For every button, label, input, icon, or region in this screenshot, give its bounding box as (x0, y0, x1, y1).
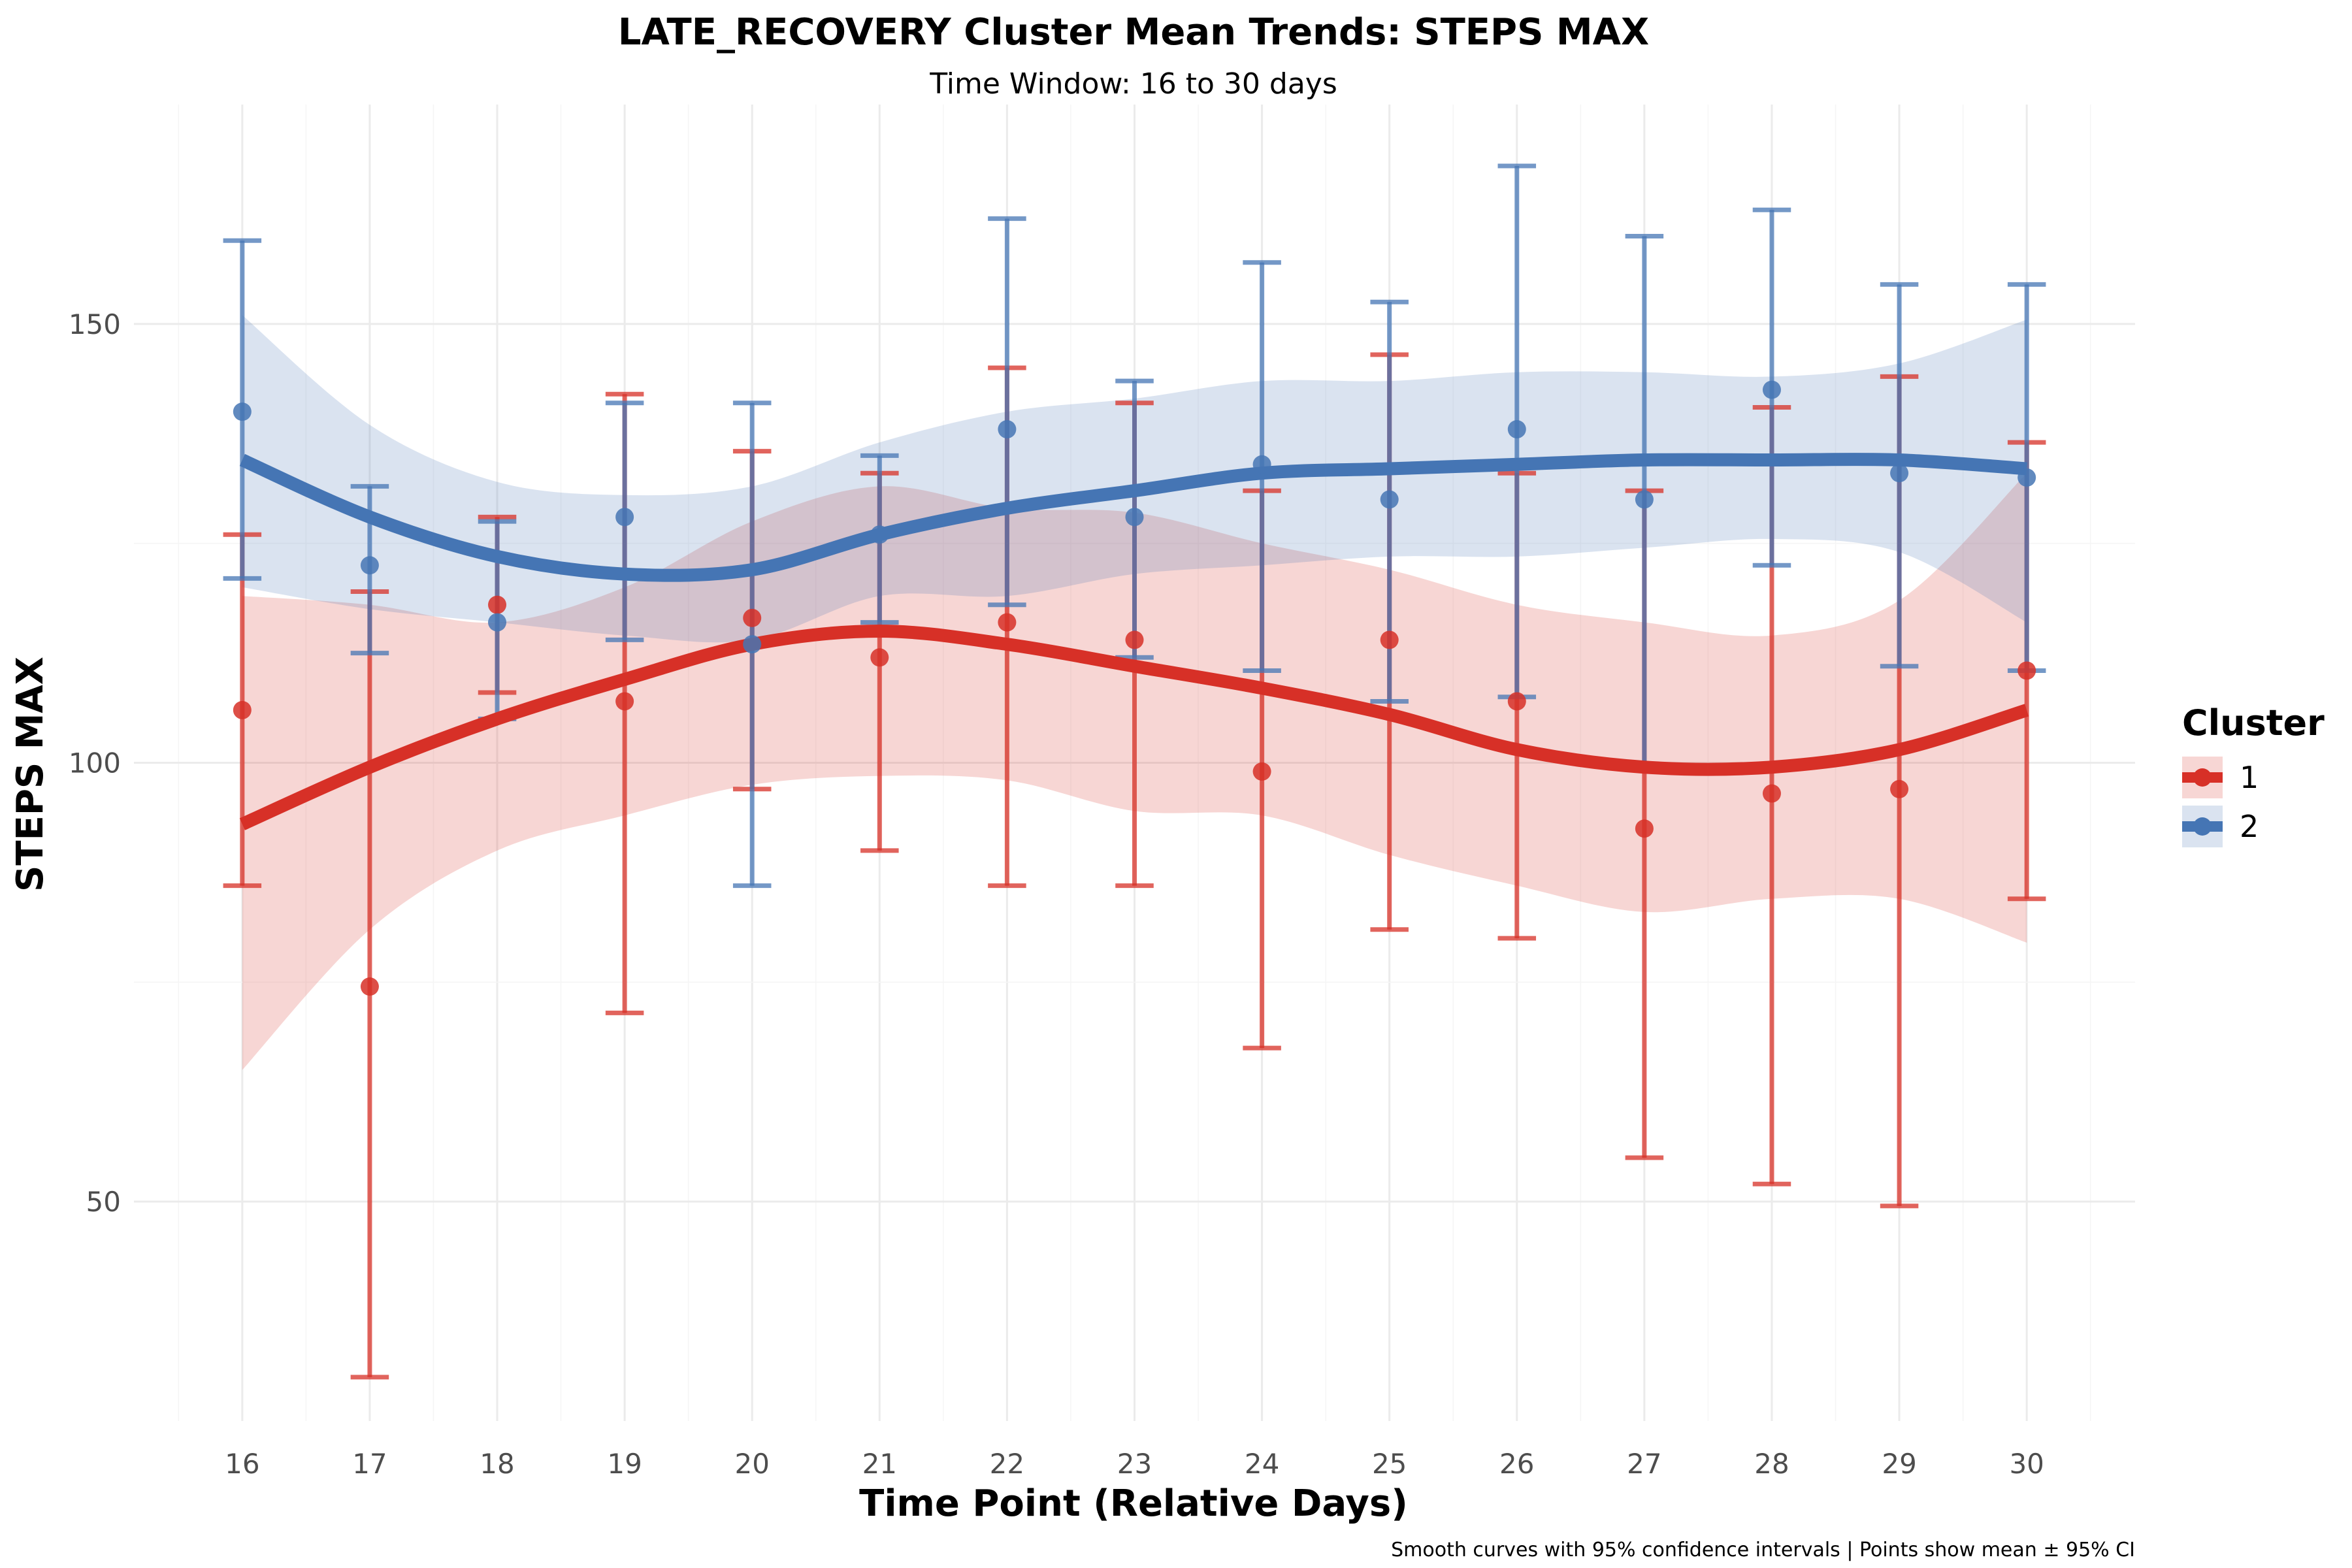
smooth-curves (239, 453, 2029, 830)
mean-point-cluster-1 (1380, 630, 1399, 649)
x-axis-title: Time Point (Relative Days) (859, 1482, 1408, 1525)
mean-point-cluster-2 (233, 402, 252, 421)
y-axis-title: STEPS MAX (9, 657, 52, 892)
x-tick-label: 25 (1372, 1448, 1407, 1480)
x-tick-label: 19 (607, 1448, 642, 1480)
x-tick-label: 26 (1499, 1448, 1534, 1480)
mean-point-cluster-2 (870, 525, 889, 544)
mean-point-cluster-1 (1507, 692, 1526, 711)
x-tick-label: 20 (734, 1448, 769, 1480)
x-tick-labels: 16 17 18 19 20 21 22 23 24 25 26 27 28 29 30 (225, 1448, 2044, 1480)
legend-key-point (2193, 768, 2212, 787)
mean-point-cluster-1 (615, 692, 634, 711)
chart-caption: Smooth curves with 95% confidence interv… (1391, 1539, 2135, 1561)
legend-item-cluster-2: 2 (2182, 806, 2259, 847)
x-tick-label: 29 (1882, 1448, 1916, 1480)
x-tick-label: 30 (2009, 1448, 2044, 1480)
mean-point-cluster-2 (1380, 490, 1399, 509)
mean-point-cluster-1 (488, 595, 507, 614)
chart-title: LATE_RECOVERY Cluster Mean Trends: STEPS… (618, 11, 1649, 54)
mean-point-cluster-1 (2017, 661, 2036, 680)
legend-key-point (2193, 817, 2212, 836)
error-bar-cluster-2 (988, 216, 1026, 608)
mean-point-cluster-2 (615, 508, 634, 527)
y-tick-label: 150 (69, 308, 121, 340)
x-tick-label: 18 (480, 1448, 514, 1480)
mean-point-cluster-2 (1507, 420, 1526, 439)
x-tick-label: 24 (1245, 1448, 1279, 1480)
mean-points (233, 380, 2036, 996)
mean-point-cluster-2 (488, 613, 507, 632)
y-tick-label: 50 (86, 1186, 121, 1218)
smooth-line-cluster-2 (239, 453, 2027, 582)
legend-label: 1 (2240, 760, 2259, 795)
mean-point-cluster-2 (998, 420, 1017, 439)
mean-point-cluster-2 (743, 635, 762, 654)
legend-item-cluster-1: 1 (2182, 757, 2259, 798)
mean-point-cluster-2 (1125, 508, 1144, 527)
legend-label: 2 (2240, 809, 2259, 844)
legend-title: Cluster (2182, 702, 2325, 743)
x-tick-label: 27 (1627, 1448, 1661, 1480)
mean-point-cluster-1 (1252, 762, 1271, 781)
x-tick-label: 28 (1754, 1448, 1789, 1480)
mean-point-cluster-2 (360, 556, 379, 575)
y-tick-label: 100 (69, 747, 121, 779)
mean-point-cluster-1 (998, 613, 1017, 632)
mean-point-cluster-1 (1762, 784, 1781, 803)
mean-point-cluster-1 (1890, 779, 1909, 798)
x-tick-label: 21 (862, 1448, 897, 1480)
mean-point-cluster-1 (743, 608, 762, 627)
mean-point-cluster-1 (1635, 819, 1654, 838)
mean-point-cluster-1 (1125, 630, 1144, 649)
legend: Cluster 1 2 (2182, 702, 2325, 847)
mean-point-cluster-2 (1252, 455, 1271, 474)
y-tick-labels: 50 100 150 (69, 308, 121, 1218)
mean-point-cluster-1 (870, 648, 889, 667)
mean-point-cluster-1 (360, 977, 379, 996)
smooth-line-cluster-1 (239, 625, 2029, 830)
mean-point-cluster-2 (1890, 464, 1909, 483)
x-tick-label: 17 (352, 1448, 387, 1480)
chart-subtitle: Time Window: 16 to 30 days (929, 67, 1337, 101)
x-tick-label: 23 (1117, 1448, 1152, 1480)
x-tick-label: 22 (990, 1448, 1024, 1480)
mean-point-cluster-2 (1762, 380, 1781, 399)
mean-point-cluster-2 (1635, 490, 1654, 509)
mean-point-cluster-2 (2017, 468, 2036, 487)
mean-point-cluster-1 (233, 700, 252, 719)
x-tick-label: 16 (225, 1448, 259, 1480)
